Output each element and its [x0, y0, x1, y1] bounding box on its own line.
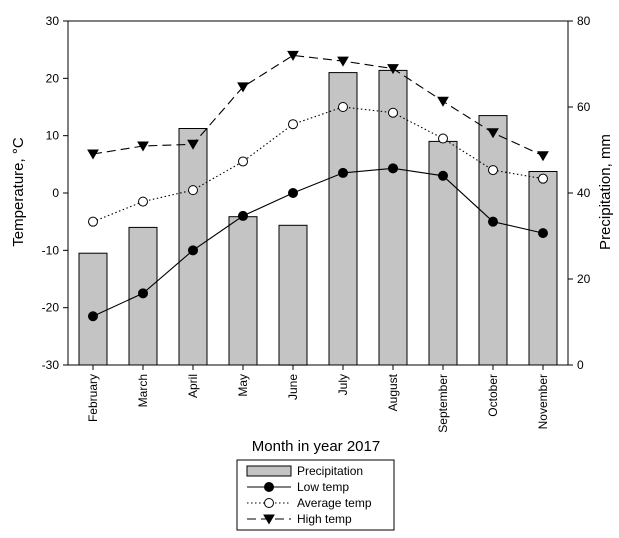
precipitation-bar — [278, 224, 308, 366]
precipitation-bar — [528, 171, 558, 366]
y-tick-label-right: 60 — [577, 100, 591, 114]
y-tick-label-left: 10 — [46, 129, 60, 143]
high-temp-point — [187, 139, 199, 150]
y-tick-label-left: 20 — [46, 71, 60, 85]
lines-layer — [87, 50, 549, 322]
y-tick-label-right: 40 — [577, 186, 591, 200]
x-tick-label: August — [386, 373, 400, 411]
legend-marker-low-temp — [264, 482, 274, 492]
low-temp-point — [238, 210, 248, 221]
x-tick-label: November — [536, 374, 550, 429]
average-temp-point — [288, 119, 298, 130]
x-tick-label: October — [486, 374, 500, 417]
low-temp-point — [88, 311, 98, 322]
high-temp-point — [387, 64, 399, 75]
legend-swatch-precipitation — [246, 465, 292, 477]
high-temp-line — [92, 54, 544, 157]
y-tick-label-left: 30 — [46, 14, 60, 28]
y-tick-label-right: 80 — [577, 14, 591, 28]
axes-layer: -30 -20 -10 0 10 20 30 0 20 40 60 80 February March Ap… — [42, 14, 591, 433]
precipitation-bar — [78, 252, 108, 366]
y-tick-label-left: -30 — [42, 358, 60, 372]
low-temp-point — [188, 245, 198, 256]
average-temp-point — [338, 102, 348, 112]
low-temp-line — [92, 167, 544, 317]
high-temp-point — [537, 151, 549, 162]
high-temp-point — [237, 82, 249, 93]
precipitation-bar — [478, 115, 508, 366]
low-temp-point — [488, 216, 498, 227]
y-axis-title-right: Precipitation, mm — [597, 134, 614, 250]
x-tick-label: March — [136, 374, 150, 407]
high-temp-point — [437, 96, 449, 107]
average-temp-point — [538, 173, 548, 184]
legend-marker-high-temp — [263, 514, 275, 525]
x-axis-title: Month in year 2017 — [252, 438, 380, 455]
average-temp-point — [238, 156, 248, 167]
precipitation-bar — [428, 140, 458, 366]
precipitation-bar — [328, 72, 358, 366]
average-temp-point — [138, 196, 148, 207]
low-temp-point — [538, 228, 548, 239]
high-temp-point — [87, 149, 99, 160]
x-tick-label: September — [436, 374, 450, 433]
high-temp-point — [337, 56, 349, 67]
legend-marker-average-temp — [264, 498, 274, 508]
low-temp-point — [338, 167, 348, 178]
x-tick-label: May — [236, 374, 250, 397]
legend-label-low-temp: Low temp — [297, 480, 349, 494]
high-temp-point — [487, 128, 499, 139]
legend: Precipitation Low temp Average temp High te… — [236, 459, 395, 531]
low-temp-point — [438, 170, 448, 181]
low-temp-point — [388, 163, 398, 174]
average-temp-point — [388, 107, 398, 118]
low-temp-point — [138, 288, 148, 299]
legend-label-high-temp: High temp — [297, 512, 352, 526]
x-tick-label: June — [286, 374, 300, 400]
y-tick-label-right: 20 — [577, 272, 591, 286]
average-temp-point — [488, 165, 498, 176]
y-axis-title-left: Temperature, °C — [10, 137, 27, 247]
average-temp-point — [188, 185, 198, 196]
y-tick-label-left: -10 — [42, 243, 60, 257]
legend-label-average-temp: Average temp — [297, 496, 372, 510]
x-tick-label: February — [86, 374, 100, 422]
x-tick-label: April — [186, 374, 200, 398]
y-tick-label-left: 0 — [52, 186, 59, 200]
precipitation-bar — [228, 216, 258, 366]
y-tick-label-right: 0 — [577, 358, 584, 372]
average-temp-line — [92, 106, 544, 223]
average-temp-point — [88, 216, 98, 227]
low-temp-point — [288, 188, 298, 198]
y-tick-label-left: -20 — [42, 301, 60, 315]
average-temp-point — [438, 133, 448, 144]
bars-layer — [78, 69, 558, 366]
legend-label-precipitation: Precipitation — [297, 464, 363, 478]
high-temp-point — [137, 141, 149, 152]
x-tick-label: July — [336, 374, 350, 395]
high-temp-point — [287, 50, 299, 61]
